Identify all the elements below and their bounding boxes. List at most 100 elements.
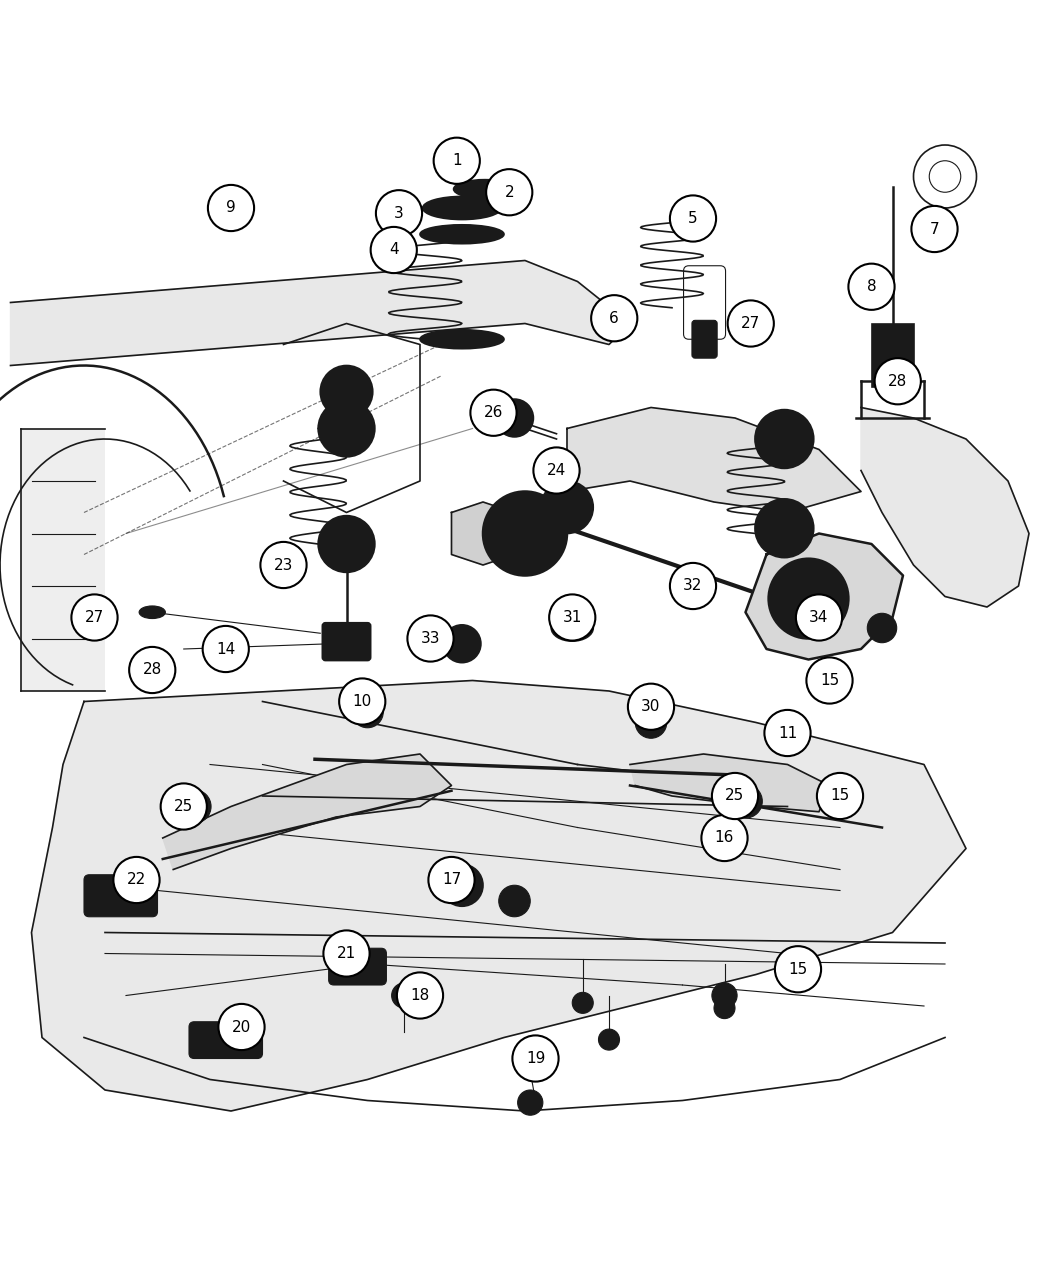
- Polygon shape: [10, 261, 630, 365]
- Circle shape: [712, 983, 737, 1008]
- Circle shape: [499, 885, 530, 917]
- Ellipse shape: [139, 607, 166, 618]
- Circle shape: [817, 773, 863, 819]
- Text: 16: 16: [715, 830, 734, 845]
- Text: 27: 27: [741, 315, 760, 331]
- Circle shape: [755, 410, 814, 469]
- Text: 8: 8: [866, 280, 877, 294]
- Circle shape: [635, 706, 667, 738]
- Circle shape: [572, 992, 593, 1014]
- Circle shape: [446, 163, 467, 184]
- Text: 5: 5: [688, 211, 698, 226]
- Text: 28: 28: [888, 374, 907, 388]
- Text: 25: 25: [726, 788, 744, 803]
- Text: 15: 15: [831, 788, 849, 803]
- Circle shape: [441, 865, 483, 907]
- Circle shape: [786, 619, 799, 632]
- Text: 3: 3: [394, 206, 404, 221]
- Circle shape: [371, 227, 417, 273]
- Circle shape: [598, 1029, 620, 1050]
- Circle shape: [796, 594, 842, 641]
- Text: 11: 11: [778, 725, 797, 741]
- Circle shape: [260, 541, 307, 589]
- Circle shape: [443, 624, 481, 663]
- Circle shape: [755, 499, 814, 558]
- Text: 18: 18: [411, 988, 429, 1002]
- Text: 15: 15: [820, 673, 839, 688]
- Circle shape: [818, 564, 831, 577]
- Text: 19: 19: [526, 1051, 545, 1066]
- Text: 31: 31: [563, 610, 582, 624]
- Circle shape: [518, 1091, 543, 1115]
- Ellipse shape: [420, 329, 504, 349]
- Circle shape: [798, 586, 819, 607]
- Polygon shape: [630, 753, 830, 812]
- Circle shape: [203, 626, 249, 672]
- Circle shape: [320, 365, 373, 418]
- Circle shape: [867, 613, 897, 642]
- Circle shape: [407, 616, 454, 661]
- Polygon shape: [567, 407, 861, 512]
- Circle shape: [208, 185, 254, 231]
- Circle shape: [496, 400, 533, 437]
- Circle shape: [875, 358, 921, 405]
- Text: 22: 22: [127, 872, 146, 888]
- Text: 10: 10: [353, 693, 372, 709]
- Ellipse shape: [454, 180, 517, 198]
- Circle shape: [834, 593, 846, 605]
- Circle shape: [911, 206, 958, 252]
- Bar: [21, 429, 105, 691]
- Circle shape: [339, 678, 385, 724]
- Text: 28: 28: [143, 663, 162, 678]
- Circle shape: [712, 773, 758, 819]
- Circle shape: [670, 563, 716, 609]
- Circle shape: [541, 481, 593, 534]
- Text: 23: 23: [274, 558, 293, 572]
- Circle shape: [323, 931, 370, 977]
- Text: 20: 20: [232, 1019, 251, 1034]
- Circle shape: [71, 594, 118, 641]
- Text: 30: 30: [642, 700, 660, 714]
- FancyBboxPatch shape: [84, 875, 158, 917]
- Circle shape: [848, 263, 895, 310]
- Text: 25: 25: [174, 799, 193, 813]
- Text: 27: 27: [85, 610, 104, 624]
- Circle shape: [470, 389, 517, 435]
- Circle shape: [591, 295, 637, 341]
- Text: 24: 24: [547, 464, 566, 478]
- Circle shape: [714, 997, 735, 1019]
- Circle shape: [533, 447, 580, 494]
- Circle shape: [729, 784, 762, 819]
- FancyBboxPatch shape: [322, 623, 371, 660]
- Polygon shape: [163, 753, 452, 870]
- FancyBboxPatch shape: [329, 949, 386, 985]
- Text: 6: 6: [609, 310, 620, 326]
- Circle shape: [512, 1036, 559, 1082]
- Circle shape: [764, 710, 811, 756]
- Circle shape: [434, 138, 480, 184]
- Circle shape: [352, 696, 383, 728]
- Text: 34: 34: [810, 610, 828, 624]
- Circle shape: [392, 983, 417, 1008]
- Circle shape: [670, 195, 716, 241]
- Circle shape: [218, 1004, 265, 1050]
- Polygon shape: [861, 407, 1029, 607]
- Text: 15: 15: [789, 962, 807, 977]
- Ellipse shape: [551, 614, 593, 641]
- FancyBboxPatch shape: [189, 1022, 262, 1059]
- Circle shape: [728, 300, 774, 346]
- Circle shape: [318, 400, 375, 457]
- Circle shape: [786, 564, 799, 577]
- Bar: [872, 323, 914, 387]
- Circle shape: [428, 857, 475, 903]
- Text: 1: 1: [452, 153, 462, 169]
- Circle shape: [806, 658, 853, 704]
- Circle shape: [376, 190, 422, 236]
- Circle shape: [397, 972, 443, 1019]
- Circle shape: [129, 647, 175, 693]
- Circle shape: [818, 619, 831, 632]
- Text: 32: 32: [684, 578, 702, 594]
- Circle shape: [483, 492, 567, 576]
- Text: 9: 9: [226, 200, 236, 216]
- Circle shape: [549, 594, 595, 641]
